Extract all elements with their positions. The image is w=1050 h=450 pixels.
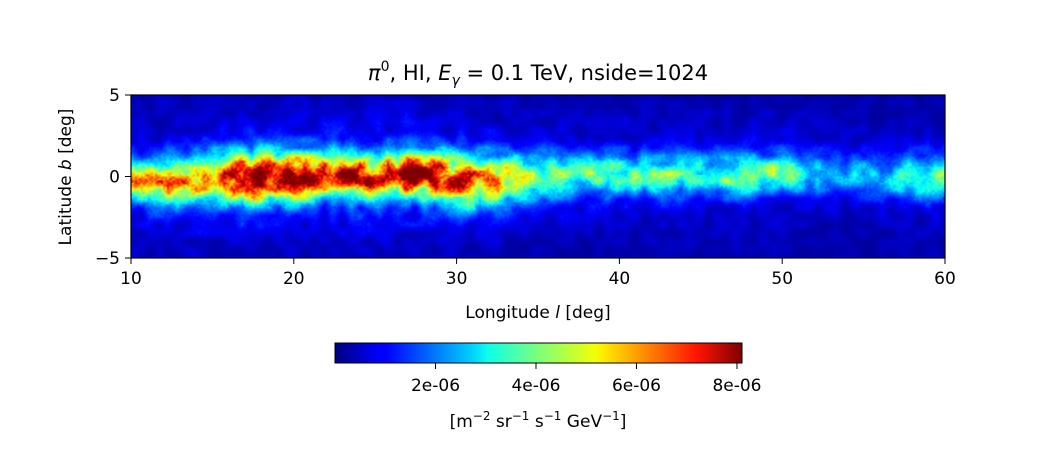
y-tick-label: −5 [95,249,120,269]
x-tick-label: 50 [771,269,793,289]
y-axis-ticks: 5 0 −5 [95,86,131,269]
colorbar-label: [m−2 sr−1 s−1 GeV−1] [450,409,627,432]
y-tick-label: 0 [109,168,120,188]
colorbar [334,342,743,364]
x-tick-label: 20 [283,269,305,289]
chart-title: π0, HI, Eγ = 0.1 TeV, nside=1024 [368,59,708,89]
x-tick-label: 40 [609,269,631,289]
heatmap-image [131,95,945,258]
x-tick-label: 30 [446,269,468,289]
x-axis-label: Longitude l [deg] [465,303,610,323]
y-tick-label: 5 [109,86,120,106]
x-tick-label: 10 [120,269,142,289]
colorbar-tick-label: 2e-06 [411,376,460,396]
colorbar-tick-label: 4e-06 [511,376,560,396]
x-axis-ticks: 10 20 30 40 50 60 [120,258,956,289]
colorbar-ticks: 2e-06 4e-06 6e-06 8e-06 [411,363,761,396]
y-axis-label: Latitude b [deg] [56,109,76,246]
colorbar-tick-label: 6e-06 [612,376,661,396]
x-tick-label: 60 [934,269,956,289]
colorbar-tick-label: 8e-06 [712,376,761,396]
